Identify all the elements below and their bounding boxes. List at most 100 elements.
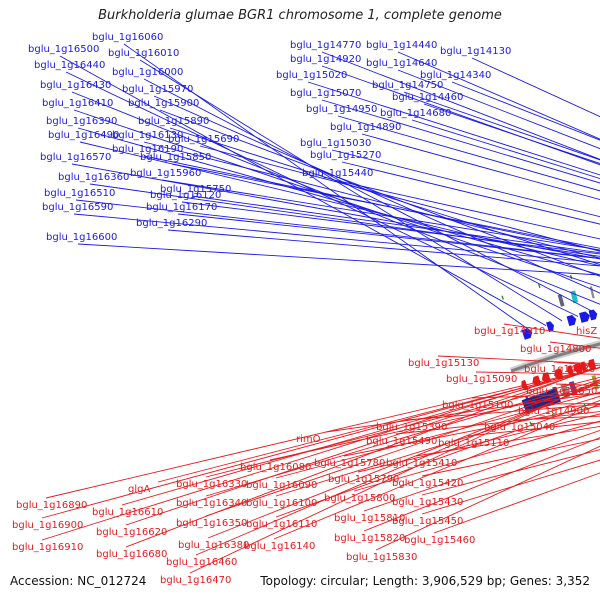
reverse-gene-label: bglu_1g16100	[246, 498, 317, 509]
forward-gene-label: bglu_1g14750	[372, 80, 443, 91]
leader-line	[275, 395, 600, 497]
leader-line	[333, 179, 600, 240]
reverse-gene-label: bglu_1g15390	[376, 422, 447, 433]
leader-line	[143, 155, 600, 251]
leader-line	[205, 379, 600, 497]
reverse-gene-label: bglu_1g14830	[524, 364, 595, 375]
forward-gene-label: bglu_1g14770	[290, 40, 361, 51]
leader-line	[321, 65, 600, 166]
reverse-gene-label: bglu_1g16110	[246, 519, 317, 530]
reverse-gene-label: bglu_1g15410	[386, 458, 457, 469]
forward-gene-label: bglu_1g15970	[122, 84, 193, 95]
forward-gene-label: bglu_1g16510	[44, 188, 115, 199]
leader-line	[375, 445, 600, 551]
forward-gene-arrow	[546, 321, 555, 333]
reverse-gene-label: bglu_1g15830	[346, 552, 417, 563]
forward-gene-label: bglu_1g15850	[140, 152, 211, 163]
forward-gene-label: bglu_1g16190	[112, 144, 183, 155]
reverse-gene-label: bglu_1g16080	[240, 462, 311, 473]
forward-gene-label: bglu_1g14890	[330, 122, 401, 133]
leader-line	[321, 51, 600, 160]
reverse-gene-label: bglu_1g16470	[160, 575, 231, 586]
reverse-gene-label: glgA	[128, 484, 150, 495]
forward-gene-label: bglu_1g16490	[48, 130, 119, 141]
leader-line	[341, 161, 600, 225]
forward-gene-label: bglu_1g16390	[46, 116, 117, 127]
reverse-gene-label: bglu_1g15780	[314, 458, 385, 469]
forward-gene-label: bglu_1g16290	[136, 218, 207, 229]
forward-gene-label: bglu_1g15440	[302, 168, 373, 179]
forward-gene-label: bglu_1g16000	[112, 67, 183, 78]
forward-gene-label: bglu_1g16440	[34, 60, 105, 71]
reverse-gene-label: bglu_1g16340	[176, 498, 247, 509]
forward-gene-label: bglu_1g16060	[92, 32, 163, 43]
leader-line	[273, 403, 600, 540]
reverse-gene-label: bglu_1g15420	[392, 478, 463, 489]
reverse-gene-label: bglu_1g15810	[334, 513, 405, 524]
forward-gene-label: bglu_1g15900	[128, 98, 199, 109]
reverse-gene-arrow	[587, 358, 597, 370]
leader-line	[73, 109, 600, 288]
forward-gene-label: bglu_1g16600	[46, 232, 117, 243]
reverse-gene-label: bglu_1g14900	[518, 406, 589, 417]
reverse-gene-label: bglu_1g16330	[176, 479, 247, 490]
reverse-gene-label: bglu_1g15820	[334, 533, 405, 544]
reverse-gene-label: bglu_1g16890	[16, 500, 87, 511]
forward-feature-block	[570, 290, 579, 304]
genome-summary-text: Topology: circular; Length: 3,906,529 bp…	[260, 574, 590, 588]
reverse-gene-label: bglu_1g15490	[366, 436, 437, 447]
reverse-gene-label: bglu_1g14910	[474, 326, 545, 337]
leader-line	[171, 163, 600, 249]
forward-gene-arrow	[521, 328, 533, 340]
leader-line	[139, 59, 563, 322]
leader-line	[411, 119, 600, 180]
reverse-gene-label: bglu_1g15430	[392, 497, 463, 508]
leader-line	[437, 355, 600, 365]
leader-line	[467, 421, 600, 437]
leader-line	[77, 127, 600, 276]
reverse-gene-label: bglu_1g16140	[244, 541, 315, 552]
reverse-gene-label: bglu_1g16350	[176, 518, 247, 529]
reverse-gene-label: hisZ	[576, 326, 597, 337]
leader-line	[73, 213, 600, 264]
leader-line	[343, 405, 600, 457]
forward-gene-label: bglu_1g16130	[112, 130, 183, 141]
leader-line	[121, 367, 600, 506]
leader-line	[169, 127, 600, 265]
leader-line	[65, 71, 579, 317]
reverse-gene-label: bglu_1g15790	[328, 474, 399, 485]
forward-feature-block	[557, 294, 565, 307]
reverse-gene-label: bglu_1g16610	[92, 507, 163, 518]
forward-gene-label: bglu_1g14460	[392, 92, 463, 103]
leader-line	[41, 377, 561, 519]
forward-gene-label: bglu_1g16010	[108, 48, 179, 59]
leader-line	[75, 199, 600, 259]
leader-line	[125, 368, 592, 548]
reverse-gene-label: bglu_1g16090	[246, 480, 317, 491]
forward-gene-label: bglu_1g14680	[380, 108, 451, 119]
leader-line	[433, 472, 600, 534]
reverse-gene-label: bglu_1g15450	[392, 516, 463, 527]
forward-gene-label: bglu_1g15690	[168, 134, 239, 145]
leader-line	[423, 103, 600, 165]
forward-gene-label: bglu_1g14440	[366, 40, 437, 51]
leader-line	[143, 78, 595, 313]
forward-gene-label: bglu_1g14640	[366, 58, 437, 69]
forward-gene-arrow	[588, 309, 598, 321]
map-title: Burkholderia glumae BGR1 chromosome 1, c…	[98, 8, 502, 23]
forward-gene-label: bglu_1g16570	[40, 152, 111, 163]
leader-line	[307, 81, 600, 176]
leader-line	[199, 145, 600, 252]
reverse-gene-label: bglu_1g14800	[520, 344, 591, 355]
leader-line	[405, 403, 600, 421]
leader-line	[471, 57, 600, 118]
reverse-gene-label: bglu_1g16680	[96, 549, 167, 560]
leader-line	[337, 115, 600, 192]
forward-gene-label: bglu_1g15020	[276, 70, 347, 81]
accession-text: Accession: NC_012724	[10, 574, 147, 588]
forward-gene-label: bglu_1g15270	[310, 150, 381, 161]
forward-gene-label: bglu_1g15750	[160, 184, 231, 195]
